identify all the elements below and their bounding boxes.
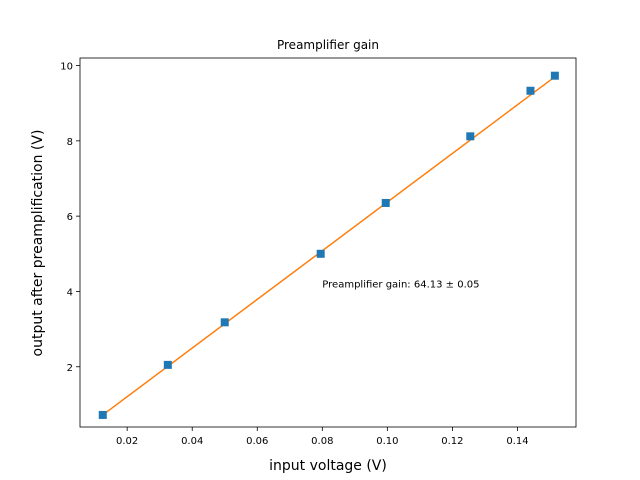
y-tick-label: 4	[67, 287, 73, 298]
data-point	[163, 360, 172, 369]
y-axis-label: output after preamplification (V)	[30, 130, 46, 357]
x-tick-label: 0.10	[376, 436, 398, 447]
data-point	[220, 318, 229, 327]
x-tick-label: 0.12	[441, 436, 463, 447]
fit-line	[102, 76, 556, 416]
data-point	[98, 410, 107, 419]
data-point	[526, 86, 535, 95]
x-tick-label: 0.02	[116, 436, 138, 447]
y-tick-label: 6	[67, 212, 73, 223]
data-point	[381, 198, 390, 207]
data-point	[550, 71, 559, 80]
x-tick-label: 0.06	[246, 436, 268, 447]
y-tick-label: 10	[60, 62, 73, 73]
x-tick-label: 0.08	[311, 436, 333, 447]
data-point	[466, 132, 475, 141]
x-tick-label: 0.14	[506, 436, 528, 447]
x-tick-label: 0.04	[181, 436, 203, 447]
chart-title: Preamplifier gain	[277, 38, 379, 52]
y-tick-label: 8	[67, 137, 73, 148]
axes-frame	[79, 57, 577, 428]
x-axis-label: input voltage (V)	[269, 458, 387, 474]
data-point	[316, 249, 325, 258]
y-tick-label: 2	[67, 363, 73, 374]
plot-area: 0.02 0.04 0.06 0.08 0.10 0.12 0.14 2 4 6 8 10 Preamp…	[60, 57, 577, 447]
gain-annotation: Preamplifier gain: 64.13 ± 0.05	[322, 280, 479, 291]
